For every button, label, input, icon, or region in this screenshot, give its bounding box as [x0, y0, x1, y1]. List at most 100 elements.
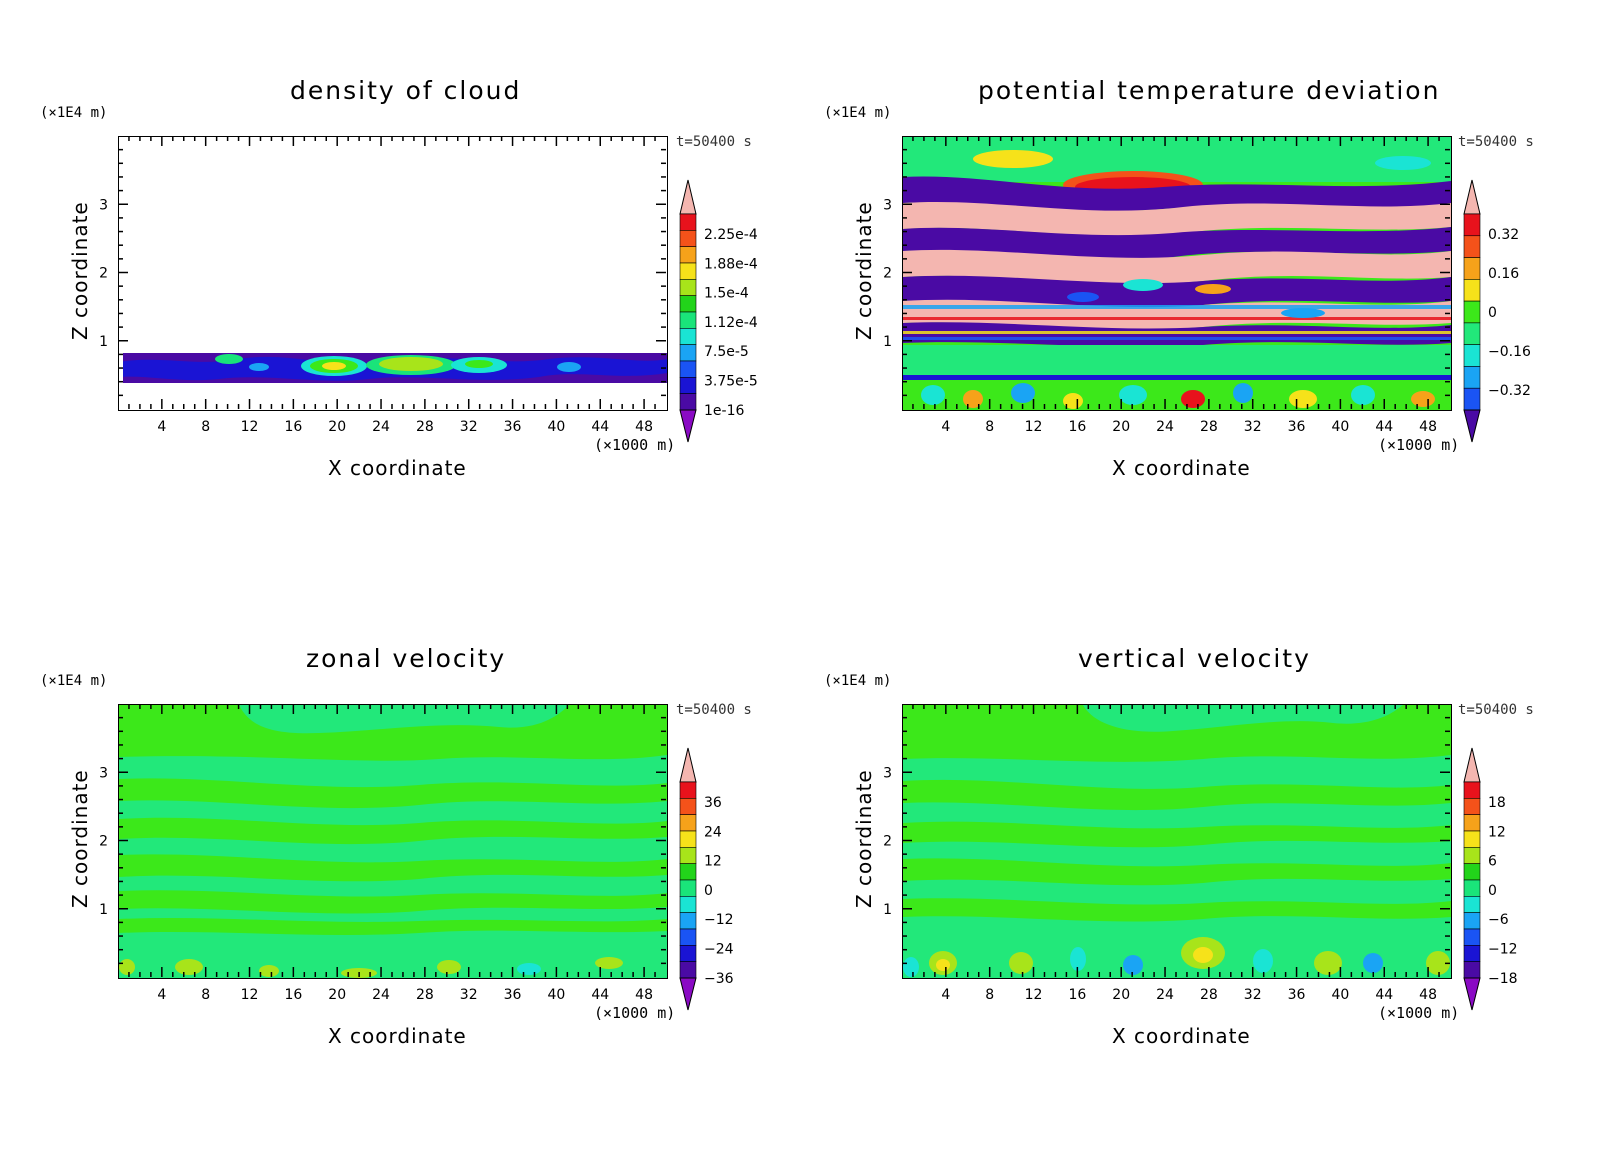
y-tick-label: 3 [883, 765, 892, 781]
colorbar-swatch [1463, 213, 1481, 237]
time-label: t=50400 s [676, 702, 752, 718]
x-tick-label: 24 [372, 987, 390, 1003]
colorbar-label: 12 [704, 854, 722, 870]
x-tick-label: 48 [635, 419, 653, 435]
panel-vertical-velocity: vertical velocity (×1E4 m) t=50400 s Z c… [784, 568, 1600, 1147]
chart-title: zonal velocity [306, 644, 507, 673]
colorbar-swatch [679, 230, 697, 247]
y-tick-label: 1 [883, 902, 892, 918]
x-tick-label: 44 [1375, 987, 1393, 1003]
panel-zonal-velocity: zonal velocity (×1E4 m) t=50400 s Z coor… [0, 568, 800, 1147]
x-axis-title: X coordinate [328, 456, 467, 480]
x-tick-label: 16 [1068, 419, 1086, 435]
colorbar-swatch [679, 798, 697, 815]
colorbar-swatch [679, 961, 697, 979]
colorbar-swatch [679, 328, 697, 345]
colorbar-label: −12 [1488, 942, 1518, 958]
colorbar-bottom-arrow [1463, 977, 1481, 1011]
colorbar-swatch [1463, 387, 1481, 411]
colorbar-swatch [679, 896, 697, 913]
y-axis-title: Z coordinate [852, 201, 876, 340]
plot-area [902, 704, 1452, 979]
x-tick-label: 48 [1419, 419, 1437, 435]
y-unit-label: (×1E4 m) [824, 105, 892, 121]
colorbar-swatch [1463, 961, 1481, 979]
x-tick-label: 24 [372, 419, 390, 435]
vertical-field [903, 705, 1451, 978]
colorbar-label: −0.32 [1488, 383, 1531, 399]
x-tick-label: 32 [460, 987, 478, 1003]
colorbar-label: 7.5e-5 [704, 344, 749, 360]
colorbar-label: 0 [1488, 883, 1497, 899]
colorbar-label: 12 [1488, 824, 1506, 840]
colorbar-swatch [1463, 235, 1481, 258]
time-label: t=50400 s [1458, 134, 1534, 150]
plot-area [118, 136, 668, 411]
y-tick-label: 1 [99, 334, 108, 350]
y-tick-label: 3 [99, 765, 108, 781]
colorbar-swatch [1463, 279, 1481, 302]
colorbar-swatch [679, 945, 697, 962]
x-tick-label: 36 [504, 419, 522, 435]
colorbar-swatch [679, 393, 697, 411]
colorbar-swatch [679, 295, 697, 313]
colorbar-label: 0.32 [1488, 227, 1519, 243]
x-axis-title: X coordinate [1112, 1024, 1251, 1048]
colorbar-swatch [1463, 928, 1481, 946]
x-tick-label: 48 [1419, 987, 1437, 1003]
x-tick-label: 8 [201, 419, 210, 435]
y-unit-label: (×1E4 m) [40, 105, 108, 121]
x-tick-label: 24 [1156, 419, 1174, 435]
plot-area [118, 704, 668, 979]
y-tick-label: 3 [883, 197, 892, 213]
y-tick-label: 1 [883, 334, 892, 350]
x-tick-label: 4 [941, 419, 950, 435]
y-tick-label: 3 [99, 197, 108, 213]
colorbar-label: 18 [1488, 795, 1506, 811]
x-tick-label: 12 [241, 419, 259, 435]
x-tick-label: 8 [201, 987, 210, 1003]
chart-title: vertical velocity [1078, 644, 1311, 673]
colorbar-swatch [679, 879, 697, 897]
colorbar-label: 24 [704, 824, 722, 840]
colorbar-swatch [1463, 879, 1481, 897]
x-tick-label: 36 [1288, 419, 1306, 435]
x-unit-label: (×1000 m) [594, 1004, 676, 1022]
x-tick-label: 36 [504, 987, 522, 1003]
x-tick-label: 8 [985, 987, 994, 1003]
colorbar-label: 1.5e-4 [704, 286, 749, 302]
colorbar-label: 1.88e-4 [704, 256, 758, 272]
colorbar-label: −6 [1488, 912, 1509, 928]
x-tick-label: 28 [416, 987, 434, 1003]
x-tick-label: 16 [284, 987, 302, 1003]
colorbar-top-arrow [679, 179, 697, 215]
colorbar-top-arrow [1463, 179, 1481, 215]
x-tick-label: 48 [635, 987, 653, 1003]
colorbar-swatch [1463, 257, 1481, 280]
x-tick-label: 12 [1025, 987, 1043, 1003]
colorbar-swatch [1463, 366, 1481, 389]
x-tick-label: 4 [941, 987, 950, 1003]
colorbar-swatch [1463, 798, 1481, 815]
colorbar-swatch [1463, 912, 1481, 930]
x-tick-label: 8 [985, 419, 994, 435]
y-tick-label: 2 [883, 266, 892, 282]
zonal-field [119, 705, 667, 978]
y-tick-label: 2 [99, 834, 108, 850]
colorbar-swatch [679, 781, 697, 799]
colorbar-swatch [679, 863, 697, 881]
colorbar-swatch [1463, 344, 1481, 367]
colorbar-label: 0 [704, 883, 713, 899]
y-axis-title: Z coordinate [852, 769, 876, 908]
colorbar-swatch [1463, 863, 1481, 881]
colorbar-swatch [679, 213, 697, 231]
y-tick-label: 2 [883, 834, 892, 850]
x-unit-label: (×1000 m) [594, 436, 676, 454]
x-tick-label: 12 [241, 987, 259, 1003]
x-tick-label: 44 [591, 987, 609, 1003]
y-unit-label: (×1E4 m) [40, 673, 108, 689]
time-label: t=50400 s [676, 134, 752, 150]
colorbar-swatch [679, 912, 697, 930]
x-tick-label: 40 [1331, 987, 1349, 1003]
colorbar-label: 36 [704, 795, 722, 811]
